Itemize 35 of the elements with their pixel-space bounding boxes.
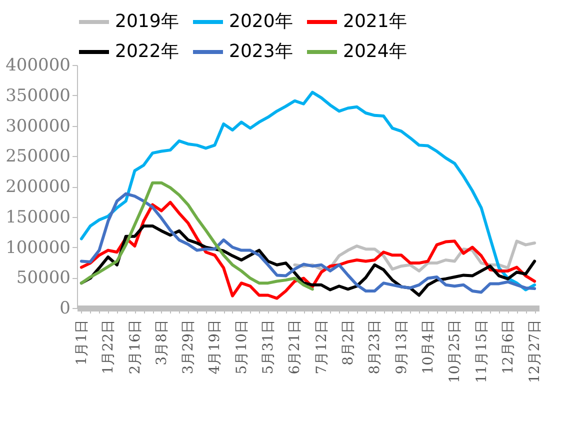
legend-label: 2020年 xyxy=(229,11,293,32)
x-tick-label: 9月13日 xyxy=(394,320,410,374)
x-tick-label: 5月31日 xyxy=(260,320,277,374)
legend-label: 2023年 xyxy=(229,41,293,62)
x-tick-label: 11月15日 xyxy=(474,320,490,384)
legend-label: 2022年 xyxy=(115,41,179,62)
y-tick-label: 250000 xyxy=(6,146,70,167)
legend-label: 2024年 xyxy=(343,41,407,62)
y-tick-label: 0 xyxy=(60,298,70,318)
y-tick-label: 200000 xyxy=(6,177,70,197)
x-tick-label: 1月22日 xyxy=(100,320,117,374)
x-tick-label: 8月23日 xyxy=(367,320,384,374)
y-tick-label: 300000 xyxy=(6,116,70,136)
x-tick-label: 8月2日 xyxy=(340,320,356,366)
x-tick-label: 7月12日 xyxy=(314,320,330,374)
y-tick-label: 150000 xyxy=(6,207,70,228)
x-tick-label: 2月16日 xyxy=(127,320,144,374)
legend-label: 2019年 xyxy=(115,11,179,32)
legend-label: 2021年 xyxy=(343,11,407,32)
y-tick-label: 100000 xyxy=(6,238,70,258)
x-tick-label: 6月21日 xyxy=(287,320,304,374)
x-tick-label: 1月1日 xyxy=(74,320,90,366)
x-tick-label: 10月4日 xyxy=(420,320,436,374)
y-tick-label: 50000 xyxy=(16,268,70,288)
line-series xyxy=(80,181,314,291)
x-tick-label: 12月27日 xyxy=(527,320,544,384)
x-tick-label: 12月6日 xyxy=(500,320,516,374)
x-tick-label: 4月19日 xyxy=(207,320,224,374)
y-tick-label: 350000 xyxy=(6,86,70,106)
x-tick-label: 3月29日 xyxy=(180,320,197,374)
x-tick-label: 3月8日 xyxy=(154,320,170,366)
x-tick-label: 5月10日 xyxy=(234,320,250,374)
x-tick-label: 10月25日 xyxy=(447,320,464,384)
line-series xyxy=(80,90,536,292)
y-tick-label: 400000 xyxy=(6,56,70,76)
